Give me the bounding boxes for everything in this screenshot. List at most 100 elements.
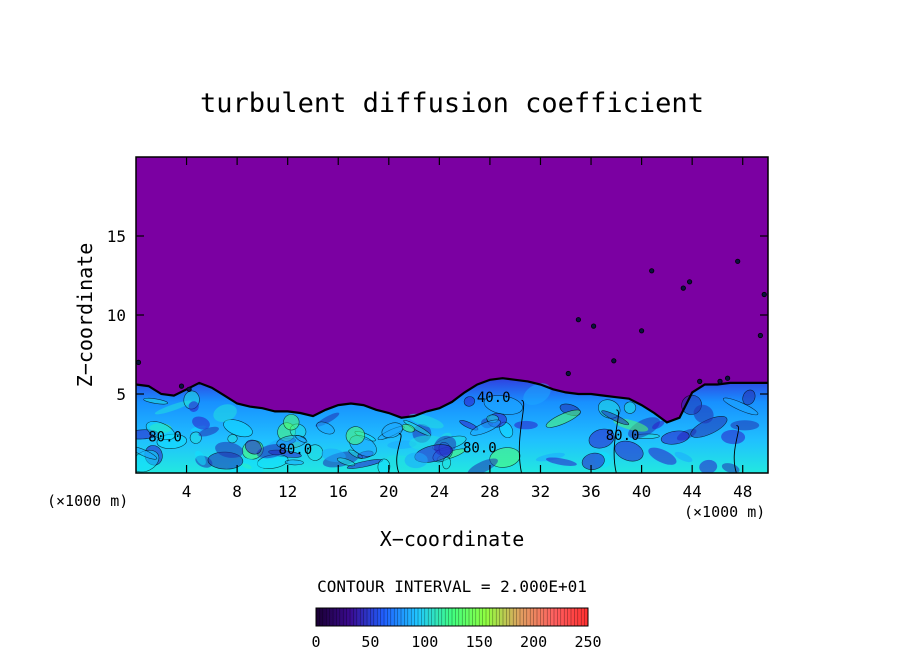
- turbulent-structure: [648, 447, 677, 465]
- contour-dot: [638, 328, 645, 334]
- turbulent-structure: [192, 416, 210, 430]
- colorbar-tick-label: 150: [466, 633, 493, 651]
- turbulent-structure: [652, 420, 665, 430]
- x-tick-label: 8: [232, 482, 242, 501]
- turbulent-structure: [381, 422, 404, 439]
- contour-dot: [565, 370, 571, 377]
- x-tick-label: 44: [683, 482, 702, 501]
- turbulent-structure: [623, 401, 637, 414]
- contour-dot: [757, 332, 764, 339]
- y-tick-label: 5: [116, 385, 126, 404]
- plume-contour: [613, 409, 619, 473]
- turbulent-structure: [674, 451, 693, 463]
- turbulent-structure: [215, 441, 244, 458]
- x-unit-right: (×1000 m): [684, 503, 765, 521]
- colorbar-tick-label: 50: [361, 633, 379, 651]
- contour-dot: [761, 291, 767, 298]
- colorbar-bands: [319, 608, 585, 626]
- turbulent-structure: [660, 430, 690, 445]
- y-tick-label: 15: [107, 227, 126, 246]
- turbulent-structure: [699, 459, 718, 473]
- x-tick-label: 28: [480, 482, 499, 501]
- x-tick-label: 12: [278, 482, 297, 501]
- colorbar-tick-label: 100: [411, 633, 438, 651]
- turbulent-structure: [295, 435, 308, 443]
- contour-dot: [649, 268, 655, 274]
- y-tick-label: 10: [107, 306, 126, 325]
- turbulent-structures: [136, 383, 760, 473]
- turbulent-structure: [523, 383, 551, 406]
- turbulent-structure: [721, 429, 746, 445]
- turbulent-structure: [408, 413, 444, 429]
- contour-dot: [575, 317, 582, 323]
- contour-label: 80.0: [278, 442, 312, 458]
- turbulent-structure: [614, 440, 644, 462]
- turbulent-structure: [283, 414, 300, 431]
- contour-dot: [178, 383, 185, 389]
- turbulent-structure: [535, 452, 565, 462]
- contour-dot: [697, 378, 703, 384]
- y-axis-label: Z−coordinate: [73, 243, 97, 388]
- x-tick-label: 40: [632, 482, 651, 501]
- turbulent-structure: [143, 397, 169, 405]
- contour-dot: [686, 279, 693, 285]
- turbulent-structure: [336, 457, 356, 467]
- turbulent-structure: [470, 419, 501, 436]
- x-axis-label: X−coordinate: [380, 527, 525, 551]
- turbulent-structure: [345, 426, 366, 445]
- x-tick-label: 32: [531, 482, 550, 501]
- turbulent-structure: [227, 434, 238, 444]
- x-tick-label: 48: [733, 482, 752, 501]
- turbulent-structure: [742, 389, 756, 406]
- turbulent-structure: [198, 426, 219, 437]
- colorbar: 0 50 100 150 200 250: [311, 607, 602, 651]
- contour-interval-text: CONTOUR INTERVAL = 2.000E+01: [317, 577, 587, 596]
- x-tick-label: 36: [581, 482, 600, 501]
- turbulent-structure: [467, 458, 498, 473]
- plot-area: 80.0 80.0 80.0 40.0 80.0: [135, 156, 769, 474]
- plume-contour: [733, 425, 739, 473]
- turbulent-structure: [195, 450, 206, 466]
- boundary-layer-contour: [136, 377, 768, 424]
- turbulent-structure: [545, 409, 581, 428]
- turbulent-structure: [588, 428, 615, 449]
- colorbar-tick-label: 0: [311, 633, 320, 651]
- x-unit-left: (×1000 m): [47, 492, 128, 510]
- turbulent-structure: [377, 458, 391, 473]
- turbulent-structure: [136, 446, 158, 460]
- turbulent-structure: [245, 439, 262, 455]
- turbulent-structure: [514, 420, 538, 430]
- chart-title: turbulent diffusion coefficient: [200, 88, 704, 119]
- turbulent-structure: [730, 420, 760, 431]
- contour-dot: [590, 323, 597, 329]
- turbulent-structure: [145, 421, 176, 441]
- x-tick-label: 16: [329, 482, 348, 501]
- contour-dot: [717, 378, 723, 384]
- contour-dot: [680, 285, 686, 291]
- colorbar-tick-label: 250: [574, 633, 601, 651]
- colorbar-tick-label: 200: [520, 633, 547, 651]
- plume-contour: [396, 433, 402, 473]
- turbulent-structure: [581, 452, 605, 470]
- contour-dot: [724, 375, 731, 381]
- turbulent-structure: [545, 457, 577, 466]
- contour-dot: [735, 258, 741, 264]
- contour-dot: [611, 358, 617, 364]
- plume-contour: [518, 399, 525, 473]
- contour-label: 40.0: [477, 390, 511, 406]
- turbulent-structure: [463, 396, 476, 407]
- x-tick-label: 4: [182, 482, 192, 501]
- turbulent-structure: [404, 452, 428, 469]
- turbulent-structure: [213, 404, 237, 422]
- turbulent-structure: [316, 421, 335, 435]
- turbulent-structure: [722, 397, 759, 416]
- y-axis: 5 10 15: [107, 227, 768, 404]
- turbulent-structure: [284, 459, 304, 466]
- x-tick-label: 24: [430, 482, 449, 501]
- turbulent-structure: [256, 443, 287, 459]
- contour-label: 80.0: [463, 441, 497, 457]
- contour-dot: [136, 359, 142, 365]
- turbulent-structure: [154, 400, 192, 415]
- turbulent-structure: [442, 456, 451, 470]
